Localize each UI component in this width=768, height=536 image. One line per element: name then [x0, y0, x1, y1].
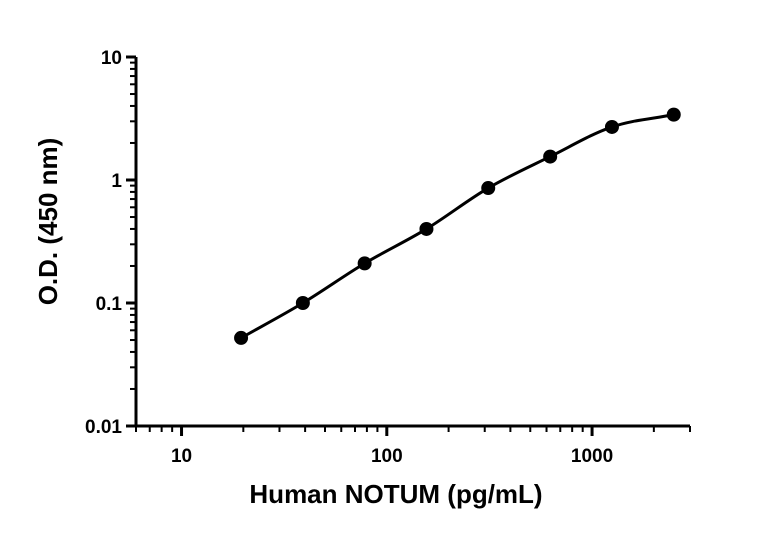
y-axis-label: O.D. (450 nm)	[33, 138, 63, 306]
data-point	[543, 149, 558, 164]
y-tick-label: 0.1	[96, 294, 123, 315]
data-points	[234, 107, 681, 345]
y-tick-label: 1	[111, 171, 122, 192]
axes: 0.01 0.1 1 10 10 100 1000	[85, 48, 691, 467]
y-tick-label: 0.01	[85, 417, 122, 438]
x-tick-label: 10	[171, 446, 192, 467]
data-point	[295, 296, 310, 310]
x-tick-label: 100	[371, 446, 403, 467]
x-axis-label: Human NOTUM (pg/mL)	[249, 479, 542, 509]
x-tick-label: 1000	[571, 446, 613, 467]
data-point	[234, 330, 249, 345]
y-tick-label: 10	[101, 48, 122, 69]
data-point	[666, 107, 681, 122]
data-point	[481, 181, 496, 196]
data-point	[604, 119, 619, 134]
data-point	[419, 221, 434, 236]
data-point	[357, 256, 372, 271]
